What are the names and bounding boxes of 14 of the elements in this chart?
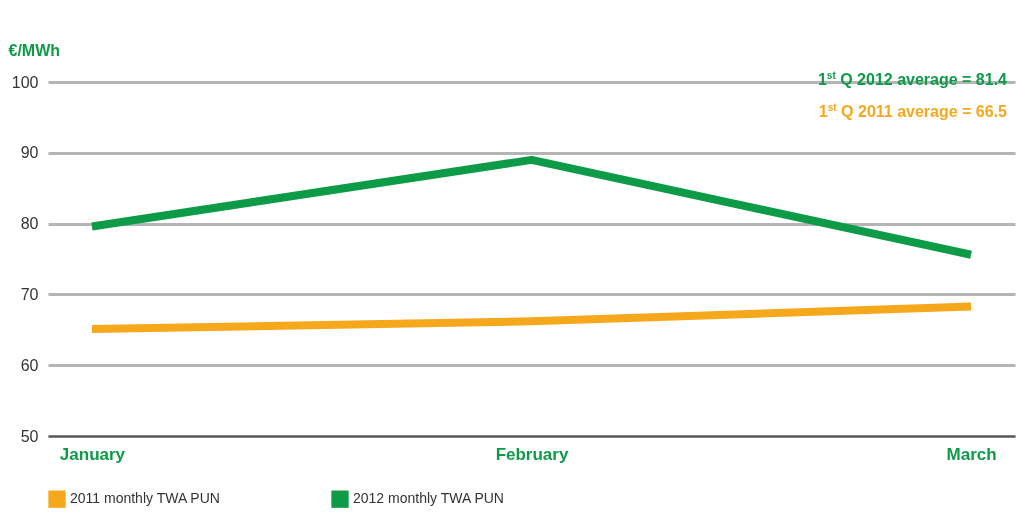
y-axis-title: €/MWh bbox=[8, 41, 61, 59]
x-tick-label: January bbox=[59, 444, 126, 464]
x-tick-label: February bbox=[495, 444, 569, 464]
y-tick-label: 70 bbox=[20, 285, 39, 303]
annotation: 1$^{st}$ Q 2012 average = 81.4 bbox=[817, 69, 1007, 91]
legend-label: 2012 monthly TWA PUN bbox=[353, 490, 504, 507]
y-tick-label: 80 bbox=[20, 215, 39, 233]
y-tick-label: 90 bbox=[20, 144, 39, 162]
y-tick-label: 50 bbox=[20, 427, 39, 445]
y-tick-label: 100 bbox=[11, 73, 39, 91]
x-tick-label: March bbox=[946, 444, 997, 464]
legend-label: 2011 monthly TWA PUN bbox=[70, 490, 220, 507]
y-tick-label: 60 bbox=[20, 356, 39, 374]
annotation: 1$^{st}$ Q 2011 average = 66.5 bbox=[817, 101, 1007, 123]
